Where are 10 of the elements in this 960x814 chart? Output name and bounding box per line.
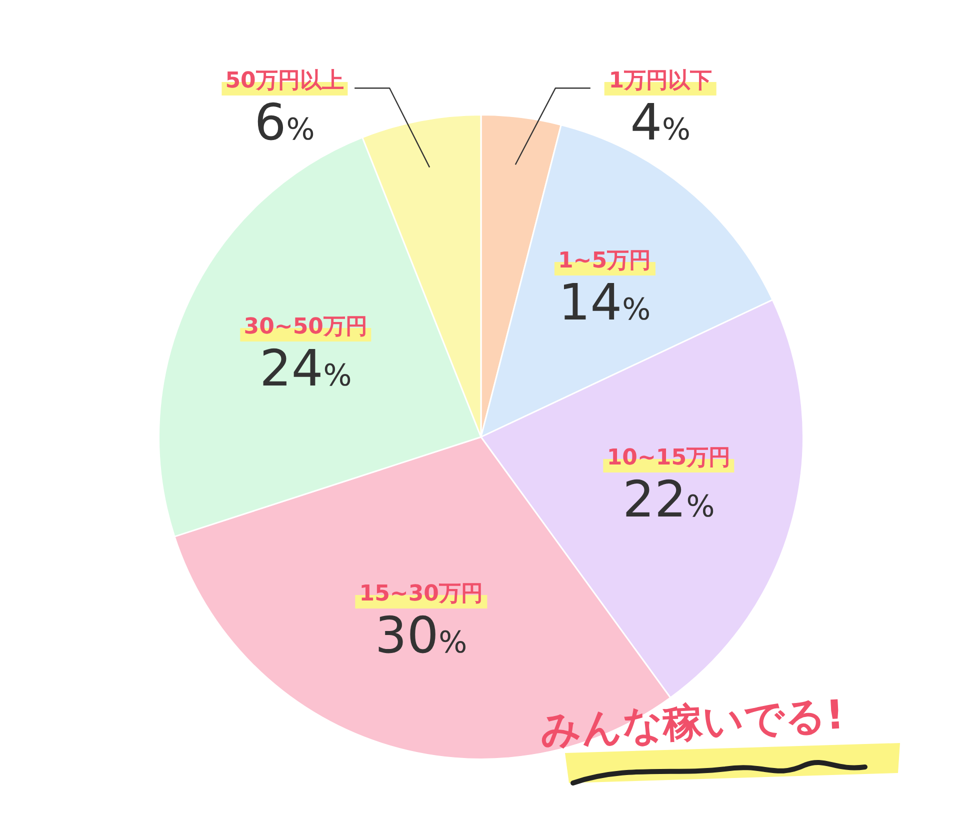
slice-label: 30~50万円 xyxy=(240,312,372,342)
slice-label: 15~30万円 xyxy=(355,578,487,609)
data-label: 4% xyxy=(630,93,691,152)
data-label: 24% xyxy=(260,340,352,398)
slice-label: 10~15万円 xyxy=(602,442,735,473)
data-label: 30% xyxy=(375,606,468,665)
data-label: 6% xyxy=(254,93,315,152)
data-label: 22% xyxy=(622,470,715,529)
text: みんな稼いでる! xyxy=(538,691,846,756)
data-label: 14% xyxy=(558,273,651,332)
